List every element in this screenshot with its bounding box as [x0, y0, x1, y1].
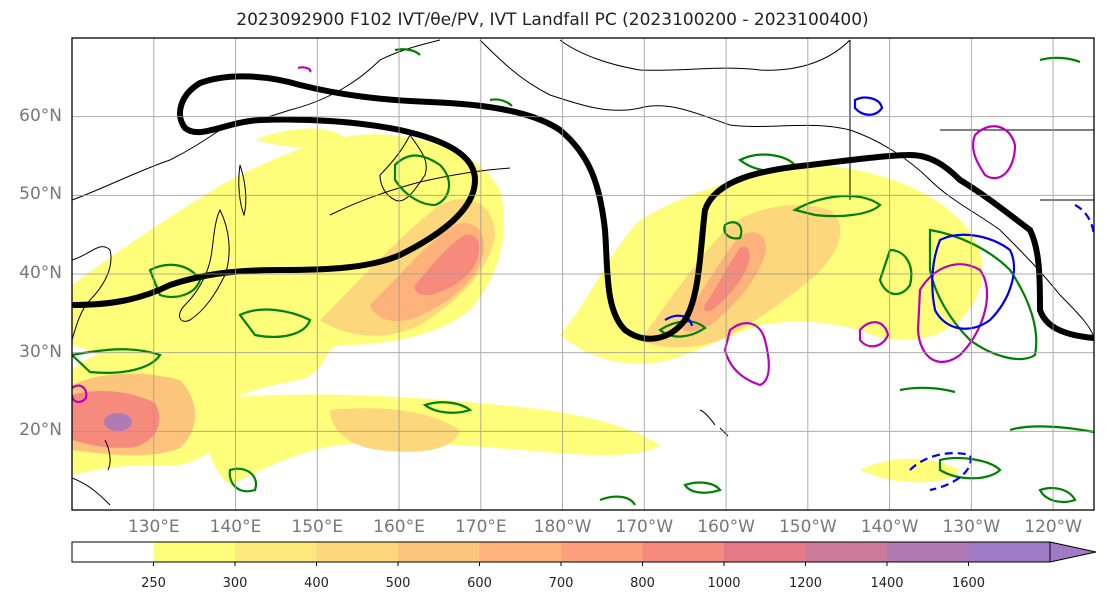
theta-e-west-2	[238, 308, 312, 338]
colorbar-label: 1200	[788, 576, 823, 591]
borders-na	[849, 40, 1094, 201]
pv-negative-3	[909, 452, 972, 492]
colorbar-segment	[153, 542, 236, 562]
pv-positive-5	[72, 384, 88, 404]
coast-alaska	[479, 39, 1094, 341]
colorbar-label: 400	[304, 576, 329, 591]
theta-e-sub-4	[599, 495, 636, 506]
lon-tick-label: 170°W	[615, 517, 674, 537]
theta-e-se-2	[938, 456, 1002, 480]
lon-tick-label: 160°E	[373, 517, 425, 537]
colorbar-label: 700	[548, 576, 574, 591]
theta-e-se-4	[1038, 486, 1077, 504]
pv-positive-1	[723, 322, 770, 387]
ivt-patch-aleutian	[255, 128, 345, 148]
colorbar-extend-arrow	[1049, 541, 1097, 563]
ivt-patch-east	[860, 458, 960, 483]
map-frame	[71, 37, 1095, 511]
colorbar-label: 1600	[951, 576, 986, 591]
theta-e-east-2	[723, 221, 743, 240]
colorbar-segment	[805, 542, 888, 562]
coast-philippines	[72, 477, 111, 506]
ivt-plume-east-core	[703, 246, 750, 312]
theta-e-coast-2	[878, 248, 913, 296]
colorbar-label: 500	[385, 576, 411, 591]
pv-negative-2	[853, 96, 884, 116]
lon-tick-label: 120°W	[1024, 517, 1082, 537]
lat-tick-label: 60°N	[19, 105, 62, 126]
ivt-landfall-contour	[72, 73, 1094, 342]
theta-e-east-1	[792, 194, 882, 218]
ivt-plume-west-core	[414, 234, 480, 296]
theta-e-west-3	[72, 348, 162, 374]
theta-e-se-1	[899, 386, 956, 394]
colorbar-segment	[887, 542, 969, 562]
lon-tick-label: 150°E	[291, 517, 344, 537]
lat-tick-label: 20°N	[19, 420, 62, 441]
colorbar-segment	[398, 542, 480, 562]
colorbar-segment	[561, 542, 643, 562]
gridlines	[72, 38, 1094, 510]
ivt-subtropical-band-mid	[330, 408, 460, 452]
map-title: 2023092900 F102 IVT/θe/PV, IVT Landfall …	[236, 10, 869, 30]
colorbar-label: 600	[467, 576, 492, 591]
theta-e-se-3	[1009, 425, 1094, 434]
coast-aleutians	[329, 167, 511, 216]
pv-positive-4	[971, 125, 1017, 180]
coastlines	[72, 39, 1094, 506]
ivt-landfall-contour-line	[72, 73, 1094, 342]
colorbar-segment	[72, 542, 154, 562]
colorbar-label: 1000	[707, 576, 741, 591]
theta-e-sub-3	[683, 481, 722, 494]
coast-japan	[179, 208, 230, 322]
lat-tick-label: 40°N	[19, 263, 62, 283]
colorbar-segment	[968, 542, 1051, 562]
colorbar-segment	[235, 542, 317, 562]
theta-e-coast	[928, 228, 1038, 360]
colorbar	[71, 541, 1097, 566]
coast-kamchatka	[379, 134, 427, 202]
pv-negative-5	[664, 314, 694, 327]
coast-hawaii	[699, 409, 729, 437]
pv-positive-2	[858, 321, 890, 348]
theta-e-west-1	[148, 263, 202, 298]
lon-tick-label: 130°E	[127, 517, 180, 537]
coast-asia-south	[72, 246, 112, 341]
lon-tick-label: 170°E	[454, 517, 507, 537]
colorbar-label: 1400	[870, 576, 904, 591]
lat-tick-label: 50°N	[19, 184, 62, 205]
coast-taiwan	[104, 439, 111, 471]
lon-tick-label: 140°W	[860, 517, 919, 537]
colorbar-label: 250	[141, 576, 166, 591]
ivt-patch-japan	[238, 176, 295, 226]
lon-tick-label: 160°W	[697, 517, 755, 537]
lon-tick-label: 140°E	[209, 517, 262, 537]
lat-tick-label: 30°N	[19, 341, 62, 362]
theta-e-nw	[394, 48, 1081, 107]
colorbar-segment	[479, 542, 562, 562]
coast-alaska-north	[559, 39, 851, 71]
pv-negative-4	[1074, 204, 1094, 236]
ivt-cyclone-core	[104, 413, 132, 431]
lon-tick-label: 130°W	[942, 517, 1001, 537]
pv-negative-1	[931, 233, 1015, 330]
colorbar-label: 800	[630, 576, 655, 591]
pv-contours	[72, 66, 1094, 492]
theta-e-sub-2	[422, 401, 473, 414]
lon-tick-label: 180°W	[533, 517, 592, 537]
lon-tick-label: 150°W	[778, 517, 837, 537]
colorbar-label: 300	[222, 576, 248, 591]
theta-e-sub-1	[228, 467, 258, 493]
coast-sakhalin	[238, 164, 247, 217]
colorbar-segment	[316, 542, 399, 562]
colorbar-segment	[642, 542, 725, 562]
pv-positive-6	[297, 66, 312, 73]
pv-positive-3	[916, 263, 989, 363]
colorbar-segment	[724, 542, 806, 562]
